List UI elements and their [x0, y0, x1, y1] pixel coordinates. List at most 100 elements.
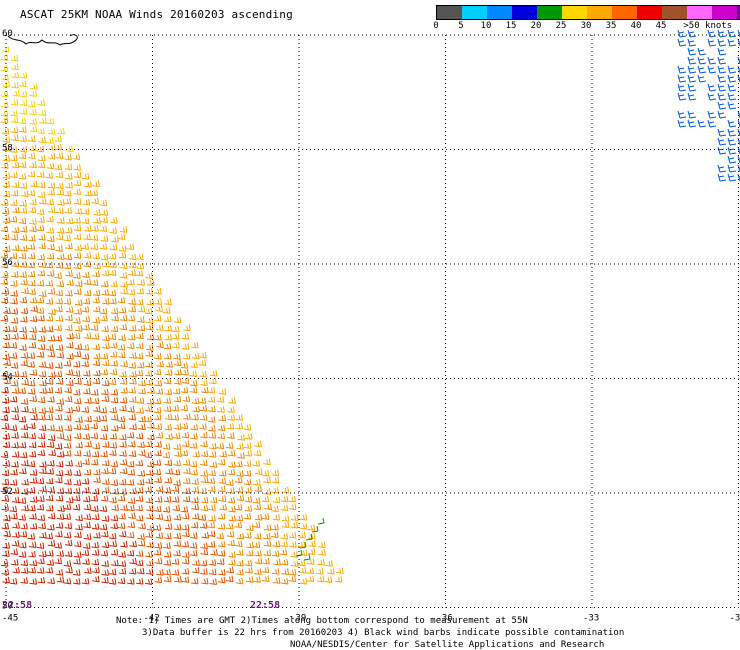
wind-barb — [288, 569, 297, 576]
wind-barb — [217, 406, 225, 413]
wind-barb — [28, 441, 37, 449]
wind-barb — [181, 512, 190, 520]
wind-barb — [11, 244, 20, 252]
wind-barb — [84, 189, 92, 197]
wind-barb — [19, 271, 28, 278]
wind-barb — [697, 56, 707, 65]
wind-barb — [727, 164, 737, 173]
wind-barb — [73, 179, 82, 187]
wind-barb — [253, 449, 262, 457]
wind-barb — [200, 470, 209, 477]
legend-swatch — [637, 6, 662, 19]
wind-barb — [192, 566, 200, 574]
wind-barb — [37, 253, 45, 261]
wind-barb — [172, 387, 181, 395]
wind-barb — [191, 496, 199, 504]
wind-barb — [83, 233, 91, 241]
wind-barb — [64, 395, 73, 403]
wind-barb — [102, 459, 110, 467]
wind-barb — [92, 252, 100, 260]
wind-barb — [189, 386, 198, 394]
wind-barb — [29, 477, 38, 484]
wind-barb — [2, 216, 11, 224]
wind-barb — [128, 333, 136, 341]
wind-barb — [63, 513, 72, 520]
wind-barb — [227, 414, 236, 421]
wind-barb — [2, 325, 11, 333]
wind-barb — [56, 398, 65, 405]
wind-barb — [136, 342, 144, 349]
wind-barb — [29, 369, 38, 376]
wind-barb — [72, 569, 81, 576]
wind-barb — [336, 567, 344, 574]
wind-barb — [73, 198, 82, 205]
wind-barb — [83, 332, 92, 340]
wind-barb — [119, 433, 127, 441]
wind-barb — [334, 576, 343, 583]
wind-barb — [228, 559, 236, 566]
wind-barb — [55, 362, 63, 369]
wind-barb — [138, 415, 146, 423]
wind-barb — [243, 513, 252, 520]
wind-barb — [208, 559, 217, 566]
wind-barb — [65, 181, 73, 189]
wind-barb — [108, 532, 117, 540]
wind-barb — [137, 533, 145, 540]
wind-barb — [245, 567, 253, 574]
wind-barb — [118, 551, 126, 558]
wind-barb — [10, 380, 19, 387]
wind-barb — [208, 405, 216, 413]
wind-barb — [101, 289, 110, 296]
wind-barb — [135, 559, 144, 567]
wind-barb — [281, 486, 290, 494]
wind-barb — [2, 441, 11, 448]
wind-barb — [37, 396, 46, 404]
wind-barb — [254, 440, 262, 448]
wind-barb — [37, 576, 46, 584]
wind-barb — [727, 119, 737, 128]
wind-barb — [306, 567, 315, 575]
wind-barb — [82, 558, 90, 565]
wind-barb — [56, 576, 65, 583]
wind-barb — [65, 306, 74, 313]
wind-barb — [110, 217, 118, 224]
wind-barb — [271, 505, 279, 513]
wind-barb — [154, 334, 162, 341]
wind-barb — [63, 360, 72, 367]
wind-barb — [129, 396, 137, 403]
wind-barb — [46, 162, 55, 170]
wind-barb — [244, 532, 252, 539]
wind-barb — [209, 370, 218, 377]
wind-barb — [27, 486, 36, 494]
wind-barb — [64, 207, 73, 214]
legend-label: 30 — [580, 21, 592, 31]
wind-barb — [687, 38, 697, 47]
wind-barb — [0, 225, 9, 233]
wind-barb — [182, 459, 191, 466]
wind-barb — [74, 343, 83, 351]
wind-barb — [63, 298, 72, 305]
wind-barb — [55, 262, 64, 269]
wind-barb — [100, 549, 109, 557]
wind-barb — [128, 512, 136, 519]
wind-barb — [0, 261, 9, 269]
wind-barb — [10, 468, 18, 476]
wind-barb — [48, 308, 56, 315]
wind-barb — [101, 269, 110, 277]
wind-barb — [236, 549, 244, 556]
wind-barb — [192, 559, 200, 566]
wind-barb — [200, 379, 208, 387]
wind-barb — [73, 469, 82, 477]
wind-barb — [91, 197, 99, 205]
wind-barb — [57, 217, 65, 224]
wind-barb — [11, 81, 19, 89]
wind-barb — [245, 549, 254, 557]
wind-barb — [280, 577, 289, 585]
wind-barb — [707, 119, 717, 128]
wind-barb — [11, 540, 20, 547]
wind-barb — [182, 353, 191, 360]
wind-barb — [162, 506, 171, 513]
wind-barb — [254, 557, 263, 565]
wind-barb — [47, 540, 56, 547]
wind-barb — [20, 352, 29, 359]
